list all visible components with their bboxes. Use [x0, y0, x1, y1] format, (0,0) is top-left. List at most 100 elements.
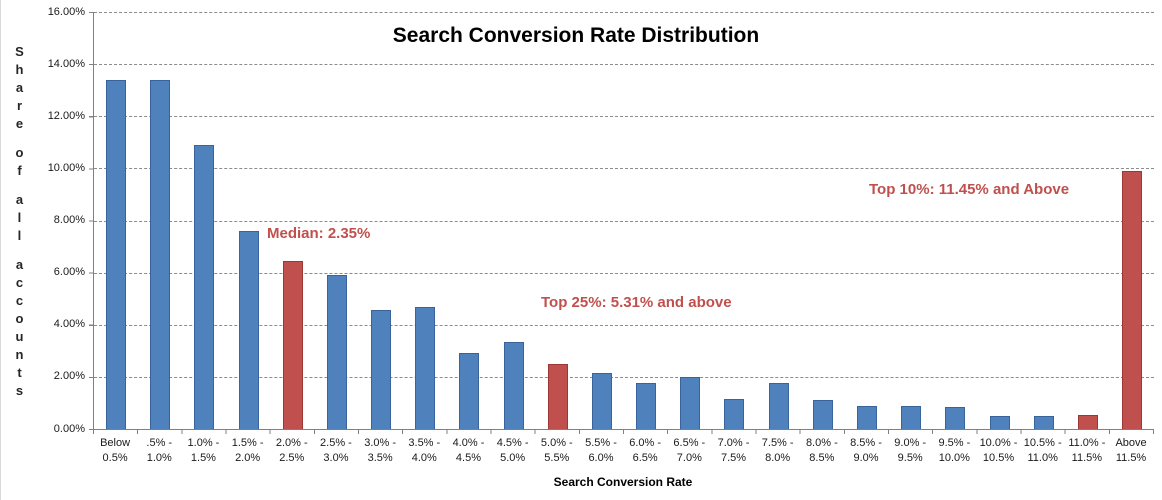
- bar: [812, 400, 833, 429]
- annotation-top25: Top 25%: 5.31% and above: [541, 294, 732, 311]
- bar-slot: [94, 12, 138, 429]
- bar-slot: [933, 12, 977, 429]
- x-tick-label: 10.0% - 10.5%: [976, 436, 1020, 466]
- x-tick-label: .5% - 1.0%: [137, 436, 181, 466]
- bar: [768, 383, 789, 429]
- x-tick-line2: 11.0%: [1027, 452, 1058, 464]
- bar: [150, 79, 171, 429]
- bar: [901, 405, 922, 429]
- x-tick-label: 7.5% - 8.0%: [756, 436, 800, 466]
- bar-slot: [668, 12, 712, 429]
- bar-slot: [757, 12, 801, 429]
- bar: [945, 406, 966, 429]
- bar-highlighted: [282, 260, 303, 429]
- x-axis-tick-marks: [93, 430, 1154, 434]
- gridline: [94, 272, 1154, 274]
- x-tick-label: 1.0% - 1.5%: [181, 436, 225, 466]
- y-tick-label: 4.00%: [53, 318, 85, 331]
- y-tick-label: 2.00%: [53, 370, 85, 383]
- bar-slot: [1022, 12, 1066, 429]
- gridline: [94, 12, 1154, 13]
- bar: [857, 405, 877, 429]
- x-axis-labels: Below 0.5% .5% - 1.0% 1.0% - 1.5% 1.5% - 2.0% 2.…: [93, 436, 1153, 466]
- x-tick-line1: 2.0% -: [275, 437, 308, 449]
- bar-series: [94, 12, 1154, 429]
- x-tick-label: 7.0% - 7.5%: [711, 436, 755, 466]
- x-tick-line1: 3.0% -: [364, 437, 397, 449]
- bar: [326, 275, 347, 429]
- x-tick-line1: 2.5% -: [320, 437, 352, 449]
- bar-slot: [492, 12, 536, 429]
- bar-highlighted: [547, 363, 568, 429]
- bar: [680, 376, 701, 429]
- x-tick-label: 6.0% - 6.5%: [623, 436, 667, 466]
- y-tick-label: 0.00%: [53, 422, 85, 435]
- x-tick-line1: 7.0% -: [717, 437, 750, 449]
- bar-slot: [138, 12, 182, 429]
- x-tick-line2: 8.5%: [809, 452, 835, 464]
- y-tick-label: 10.00%: [47, 161, 85, 174]
- x-tick-label: 11.0% - 11.5%: [1065, 436, 1109, 466]
- x-tick-label: 2.0% - 2.5%: [270, 436, 314, 466]
- gridline: [94, 116, 1154, 118]
- plot-area: [93, 12, 1154, 430]
- x-tick-label: 1.5% - 2.0%: [226, 436, 270, 466]
- x-tick-line1: 1.0% -: [187, 437, 220, 449]
- x-tick-label: Below 0.5%: [93, 436, 137, 466]
- x-tick-line1: 6.5% -: [673, 437, 706, 449]
- bar-slot: [447, 12, 491, 429]
- bar-slot: [624, 12, 668, 429]
- x-tick-line2: 1.0%: [146, 452, 172, 464]
- x-tick-label: 8.0% - 8.5%: [800, 436, 844, 466]
- bar: [503, 341, 524, 429]
- x-tick-line1: 7.5% -: [761, 437, 794, 449]
- x-tick-line2: 7.5%: [720, 452, 747, 464]
- bar: [238, 230, 259, 429]
- x-tick-line1: 8.5% -: [850, 437, 882, 449]
- x-tick-line2: 9.5%: [897, 452, 923, 464]
- x-tick-line2: 10.5%: [982, 452, 1015, 464]
- x-tick-line2: 3.0%: [323, 452, 349, 464]
- annotation-top10: Top 10%: 11.45% and Above: [869, 181, 1070, 198]
- x-tick-line1: 10.5% -: [1023, 437, 1062, 449]
- x-tick-label: 9.0% - 9.5%: [888, 436, 932, 466]
- bar-slot: [1066, 12, 1110, 429]
- x-tick-line2: 3.5%: [367, 452, 393, 464]
- x-tick-label: 5.5% - 6.0%: [579, 436, 623, 466]
- x-tick-line1: 5.0% -: [540, 437, 573, 449]
- x-tick-line1: 9.0% -: [894, 437, 927, 449]
- x-tick-line2: 5.0%: [500, 452, 526, 464]
- x-tick-line1: 5.5% -: [585, 437, 617, 449]
- bar: [194, 144, 215, 429]
- x-tick-label: 8.5% - 9.0%: [844, 436, 888, 466]
- x-tick-line2: 0.5%: [102, 452, 128, 464]
- bar-slot: [227, 12, 271, 429]
- x-tick-label: Above 11.5%: [1109, 436, 1153, 466]
- x-tick-line1: 4.0% -: [452, 437, 485, 449]
- bar: [1033, 415, 1054, 429]
- gridline: [94, 64, 1154, 66]
- bar-slot: [359, 12, 403, 429]
- bar: [724, 399, 745, 429]
- x-tick-line2: 11.5%: [1071, 452, 1103, 464]
- bar: [636, 383, 657, 429]
- bar-slot: [403, 12, 447, 429]
- x-tick-line1: 8.0% -: [805, 437, 838, 449]
- x-tick-line2: 6.5%: [632, 452, 658, 464]
- chart-title: Search Conversion Rate Distribution: [392, 24, 760, 47]
- x-tick-line2: 10.0%: [938, 452, 970, 464]
- x-tick-line1: 6.0% -: [629, 437, 662, 449]
- x-tick-line2: 2.5%: [279, 452, 305, 464]
- x-tick-line2: 8.0%: [765, 452, 791, 464]
- x-tick-label: 3.0% - 3.5%: [358, 436, 402, 466]
- x-tick-line2: 4.5%: [455, 452, 481, 464]
- gridline: [94, 376, 1154, 378]
- x-tick-line1: Above: [1115, 437, 1147, 449]
- x-tick-line1: 10.0% -: [979, 437, 1018, 449]
- annotation-median: Median: 2.35%: [267, 225, 371, 242]
- y-axis-tick-marks: [89, 12, 93, 430]
- bar-slot: [580, 12, 624, 429]
